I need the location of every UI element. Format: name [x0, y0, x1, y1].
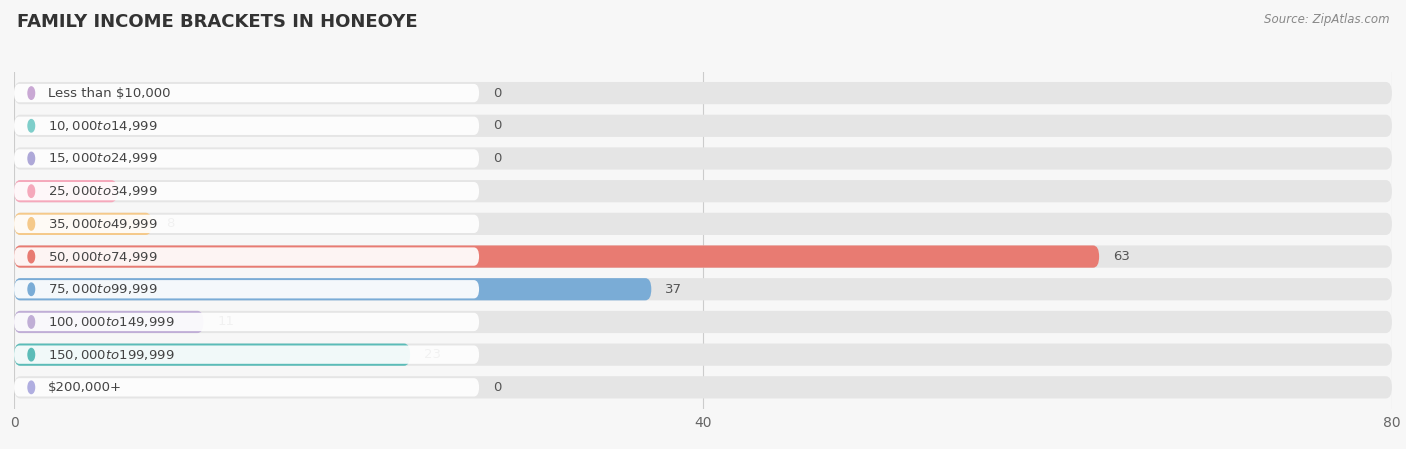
Circle shape — [28, 152, 35, 165]
Text: $100,000 to $149,999: $100,000 to $149,999 — [48, 315, 174, 329]
FancyBboxPatch shape — [14, 278, 1392, 300]
FancyBboxPatch shape — [14, 84, 479, 102]
FancyBboxPatch shape — [14, 311, 204, 333]
Text: 23: 23 — [425, 348, 441, 361]
FancyBboxPatch shape — [14, 213, 1392, 235]
Text: 0: 0 — [494, 119, 502, 132]
Text: 0: 0 — [494, 152, 502, 165]
Circle shape — [28, 348, 35, 361]
FancyBboxPatch shape — [14, 117, 479, 135]
FancyBboxPatch shape — [14, 376, 1392, 398]
Text: $25,000 to $34,999: $25,000 to $34,999 — [48, 184, 157, 198]
FancyBboxPatch shape — [14, 114, 1392, 137]
FancyBboxPatch shape — [14, 343, 411, 366]
Text: 6: 6 — [131, 185, 139, 198]
FancyBboxPatch shape — [14, 82, 1392, 104]
Text: 8: 8 — [166, 217, 174, 230]
Circle shape — [28, 185, 35, 198]
Text: $35,000 to $49,999: $35,000 to $49,999 — [48, 217, 157, 231]
Circle shape — [28, 381, 35, 394]
FancyBboxPatch shape — [14, 343, 1392, 366]
FancyBboxPatch shape — [14, 378, 479, 396]
Text: $15,000 to $24,999: $15,000 to $24,999 — [48, 151, 157, 166]
Text: Less than $10,000: Less than $10,000 — [48, 87, 172, 100]
Circle shape — [28, 283, 35, 295]
FancyBboxPatch shape — [14, 311, 1392, 333]
Circle shape — [28, 251, 35, 263]
FancyBboxPatch shape — [14, 180, 1392, 202]
Text: FAMILY INCOME BRACKETS IN HONEOYE: FAMILY INCOME BRACKETS IN HONEOYE — [17, 13, 418, 31]
FancyBboxPatch shape — [14, 213, 152, 235]
FancyBboxPatch shape — [14, 246, 1392, 268]
Text: 11: 11 — [218, 316, 235, 329]
FancyBboxPatch shape — [14, 278, 651, 300]
Text: $75,000 to $99,999: $75,000 to $99,999 — [48, 282, 157, 296]
Text: $200,000+: $200,000+ — [48, 381, 122, 394]
Circle shape — [28, 87, 35, 99]
Text: Source: ZipAtlas.com: Source: ZipAtlas.com — [1264, 13, 1389, 26]
FancyBboxPatch shape — [14, 147, 1392, 170]
FancyBboxPatch shape — [14, 180, 118, 202]
FancyBboxPatch shape — [14, 345, 479, 364]
Text: $10,000 to $14,999: $10,000 to $14,999 — [48, 119, 157, 133]
Circle shape — [28, 119, 35, 132]
Circle shape — [28, 316, 35, 328]
FancyBboxPatch shape — [14, 150, 479, 167]
FancyBboxPatch shape — [14, 280, 479, 299]
FancyBboxPatch shape — [14, 215, 479, 233]
Text: $50,000 to $74,999: $50,000 to $74,999 — [48, 250, 157, 264]
FancyBboxPatch shape — [14, 313, 479, 331]
Text: 37: 37 — [665, 283, 682, 296]
Text: 63: 63 — [1114, 250, 1130, 263]
FancyBboxPatch shape — [14, 182, 479, 200]
FancyBboxPatch shape — [14, 246, 1099, 268]
Circle shape — [28, 218, 35, 230]
Text: 0: 0 — [494, 381, 502, 394]
Text: $150,000 to $199,999: $150,000 to $199,999 — [48, 348, 174, 361]
Text: 0: 0 — [494, 87, 502, 100]
FancyBboxPatch shape — [14, 247, 479, 266]
